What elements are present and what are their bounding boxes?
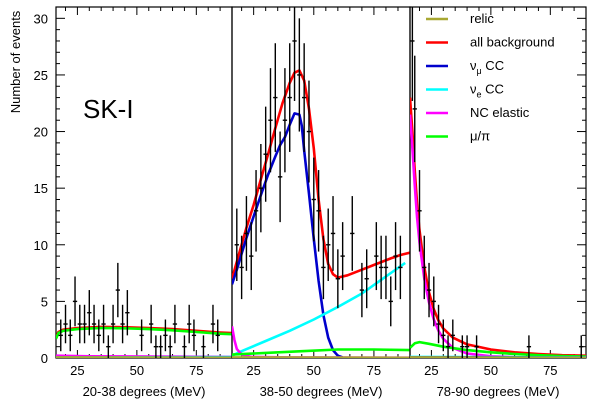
panel-frame <box>55 6 233 359</box>
data-points <box>410 7 584 358</box>
y-tick-label: 15 <box>34 181 48 196</box>
y-tick-label: 0 <box>41 351 48 366</box>
legend-label: NC elastic <box>470 105 530 120</box>
y-axis-label: Number of events <box>8 10 23 113</box>
panel-3: 25 50 75 78-90 degrees (MeV) <box>409 6 587 399</box>
series-all-background-line <box>232 69 410 280</box>
x-tick-label: 50 <box>130 363 144 378</box>
legend-label: μ/π <box>470 129 490 144</box>
legend-label: all background <box>470 35 555 50</box>
legend-entry: relic <box>426 11 494 26</box>
curves <box>56 325 232 358</box>
series---line <box>232 348 410 356</box>
data-points <box>58 262 220 358</box>
legend-label: relic <box>470 11 494 26</box>
legend-entry: μ/π <box>426 129 490 144</box>
x-axis-label: 78-90 degrees (MeV) <box>437 384 560 399</box>
y-tick-label: 25 <box>34 68 48 83</box>
data-points <box>234 7 403 327</box>
legend-entry: NC elastic <box>426 105 530 120</box>
x-axis-label: 20-38 degrees (MeV) <box>83 384 206 399</box>
series-nc-elastic-line <box>410 114 586 358</box>
legend-entry: νe CC <box>426 82 504 100</box>
legend-label: νμ CC <box>470 58 504 76</box>
x-tick-label: 75 <box>543 363 557 378</box>
annotation-sk-i: SK-I <box>83 94 134 124</box>
legend-label: νe CC <box>470 82 504 100</box>
series---line <box>56 326 232 340</box>
curves <box>232 69 410 358</box>
legend: relic all background νμ CC νe CC NC elastic μ… <box>426 11 555 144</box>
panel-2: 25 50 75 38-50 degrees (MeV) <box>231 6 411 399</box>
panels: 25 50 75 0 5 10 15 20 25 30 20-38 degrees (MeV) 25 5… <box>34 6 587 399</box>
x-tick-label: 50 <box>484 363 498 378</box>
x-tick-label: 75 <box>367 363 381 378</box>
x-tick-label: 25 <box>424 363 438 378</box>
y-tick-label: 5 <box>41 294 48 309</box>
panel-1: 25 50 75 0 5 10 15 20 25 30 20-38 degrees (MeV) <box>34 6 233 399</box>
x-tick-label: 75 <box>189 363 203 378</box>
x-axis-label: 38-50 degrees (MeV) <box>260 384 383 399</box>
legend-entry: νμ CC <box>426 58 504 76</box>
y-tick-label: 20 <box>34 125 48 140</box>
series--cc-line <box>232 112 344 358</box>
y-tick-label: 30 <box>34 11 48 26</box>
legend-entry: all background <box>426 35 555 50</box>
x-tick-label: 25 <box>246 363 260 378</box>
series--e-cc-line <box>232 261 406 357</box>
x-tick-label: 25 <box>70 363 84 378</box>
y-tick-label: 10 <box>34 238 48 253</box>
x-tick-label: 50 <box>307 363 321 378</box>
